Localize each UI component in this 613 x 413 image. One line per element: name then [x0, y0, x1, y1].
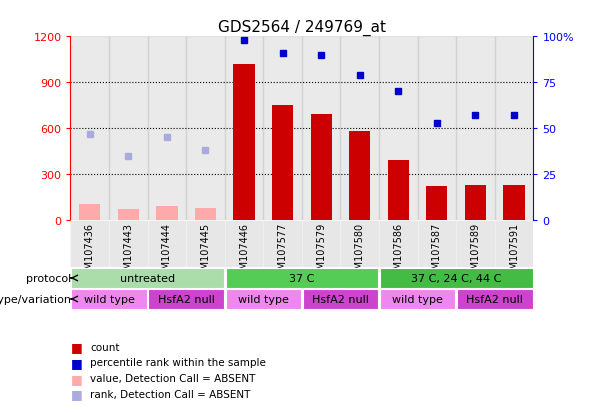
Text: percentile rank within the sample: percentile rank within the sample [90, 358, 266, 368]
Bar [456, 221, 495, 268]
Bar [465, 185, 486, 221]
Bar [417, 37, 456, 221]
Bar [380, 290, 455, 309]
Text: GSM107586: GSM107586 [394, 222, 403, 281]
Bar [79, 204, 101, 221]
Bar [234, 65, 254, 221]
Bar [340, 37, 379, 221]
Bar [379, 37, 417, 221]
Text: untreated: untreated [120, 273, 175, 283]
Bar [70, 221, 109, 268]
Text: value, Detection Call = ABSENT: value, Detection Call = ABSENT [90, 373, 256, 383]
Text: ■: ■ [70, 372, 82, 385]
Bar [71, 290, 147, 309]
Bar [148, 221, 186, 268]
Bar [109, 37, 148, 221]
Text: HsfA2 null: HsfA2 null [158, 294, 215, 304]
Bar [503, 185, 525, 221]
Text: GSM107444: GSM107444 [162, 222, 172, 281]
Bar [225, 221, 264, 268]
Bar [109, 221, 148, 268]
Bar [272, 106, 293, 221]
Bar [226, 290, 301, 309]
Bar [118, 210, 139, 221]
Bar [70, 37, 109, 221]
Text: GSM107591: GSM107591 [509, 222, 519, 281]
Bar [264, 221, 302, 268]
Bar [226, 268, 378, 288]
Text: GSM107436: GSM107436 [85, 222, 95, 281]
Bar [495, 37, 533, 221]
Text: ■: ■ [70, 356, 82, 369]
Bar [148, 37, 186, 221]
Title: GDS2564 / 249769_at: GDS2564 / 249769_at [218, 20, 386, 36]
Text: GSM107579: GSM107579 [316, 222, 326, 281]
Text: HsfA2 null: HsfA2 null [466, 294, 523, 304]
Bar [303, 290, 378, 309]
Bar [225, 37, 264, 221]
Bar [186, 221, 225, 268]
Bar [186, 37, 225, 221]
Bar [156, 207, 178, 221]
Bar [340, 221, 379, 268]
Text: 37 C: 37 C [289, 273, 314, 283]
Bar [456, 37, 495, 221]
Text: GSM107445: GSM107445 [200, 222, 210, 281]
Text: GSM107589: GSM107589 [470, 222, 481, 281]
Text: count: count [90, 342, 120, 352]
Text: HsfA2 null: HsfA2 null [312, 294, 369, 304]
Bar [302, 221, 340, 268]
Bar [264, 37, 302, 221]
Text: ■: ■ [70, 387, 82, 401]
Text: genotype/variation: genotype/variation [0, 294, 71, 304]
Text: ■: ■ [70, 340, 82, 354]
Text: GSM107580: GSM107580 [355, 222, 365, 281]
Text: wild type: wild type [238, 294, 289, 304]
Text: rank, Detection Call = ABSENT: rank, Detection Call = ABSENT [90, 389, 251, 399]
Text: GSM107587: GSM107587 [432, 222, 442, 281]
Bar [457, 290, 533, 309]
Bar [379, 221, 417, 268]
Text: wild type: wild type [83, 294, 134, 304]
Text: protocol: protocol [26, 273, 71, 283]
Bar [380, 268, 533, 288]
Bar [426, 187, 447, 221]
Text: GSM107577: GSM107577 [278, 222, 287, 281]
Bar [71, 268, 224, 288]
Bar [195, 209, 216, 221]
Bar [417, 221, 456, 268]
Text: GSM107446: GSM107446 [239, 222, 249, 281]
Bar [311, 115, 332, 221]
Text: GSM107443: GSM107443 [123, 222, 134, 281]
Bar [349, 132, 370, 221]
Text: wild type: wild type [392, 294, 443, 304]
Bar [148, 290, 224, 309]
Bar [495, 221, 533, 268]
Bar [387, 161, 409, 221]
Text: 37 C, 24 C, 44 C: 37 C, 24 C, 44 C [411, 273, 501, 283]
Bar [302, 37, 340, 221]
